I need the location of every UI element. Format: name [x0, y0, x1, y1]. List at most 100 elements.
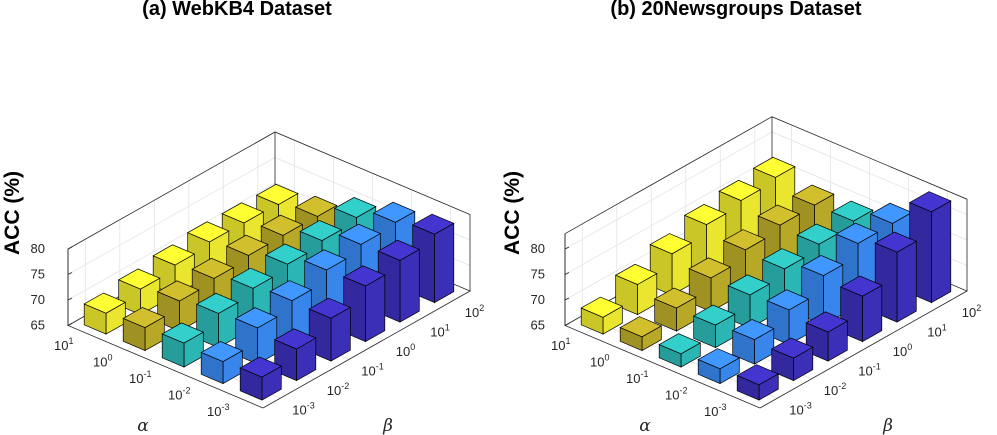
- bar-face-front: [399, 248, 420, 323]
- bar: [308, 297, 352, 362]
- z-tick-label: 70: [531, 292, 545, 307]
- bar-face-top: [653, 287, 697, 309]
- alpha-tick-label: 10-1: [129, 369, 151, 386]
- z-axis-label: ACC (%): [1, 171, 24, 255]
- bar-face-top: [239, 356, 283, 378]
- bar-face-top: [255, 183, 299, 205]
- z-tick-label: 70: [31, 292, 45, 307]
- alpha-tick-label: 10-2: [168, 385, 190, 402]
- bar-face-top: [658, 333, 702, 355]
- beta-axis-label: β: [882, 416, 893, 435]
- bar-face-top: [333, 197, 377, 218]
- beta-tick-label: 100: [396, 342, 415, 359]
- bars: [580, 156, 952, 401]
- bar-face-top: [294, 195, 338, 217]
- panel-20newsgroups: 65 70 75 80 10-3 10-2 10-1 100 101 10-3 10-2 10-1 10…: [501, 0, 981, 435]
- bar-face-top: [869, 202, 913, 224]
- bar-face-top: [264, 243, 308, 265]
- z-tick-mark: [564, 272, 570, 275]
- bar: [161, 322, 205, 368]
- bar: [658, 333, 702, 368]
- bar: [731, 319, 775, 365]
- bar-face-top: [766, 289, 810, 311]
- bar: [697, 348, 741, 385]
- beta-tick-label: 10-1: [858, 361, 880, 378]
- bar-face-top: [736, 364, 780, 386]
- bar-face-top: [342, 265, 386, 287]
- bar: [580, 296, 624, 335]
- bar-face-front: [896, 240, 917, 323]
- bar-face-top: [805, 311, 849, 333]
- z-tick-mark: [67, 246, 73, 250]
- beta-tick-label: 101: [927, 322, 946, 339]
- bar-face-top: [830, 200, 874, 222]
- bar: [908, 191, 952, 304]
- bar-face-top: [161, 322, 205, 344]
- bar-face-top: [186, 221, 230, 243]
- panel-webkb4: 65 70 75 80 10-3 10-2 10-1 100 101 10-3 10-2 10-1 10…: [1, 0, 484, 435]
- beta-tick-label: 101: [430, 322, 449, 339]
- bar: [692, 304, 736, 349]
- bar-face-top: [221, 202, 265, 224]
- bar-face-top: [697, 348, 741, 370]
- bar-face-top: [83, 292, 127, 314]
- beta-tick-label: 10-2: [327, 381, 349, 398]
- bar-face-top: [303, 249, 347, 271]
- bar-face-top: [273, 328, 317, 350]
- bar-face-top: [225, 234, 269, 256]
- bar-face-top: [731, 319, 775, 340]
- bar: [614, 263, 658, 316]
- bar-face-top: [195, 292, 239, 314]
- bar-face-top: [260, 214, 304, 236]
- bar: [736, 364, 780, 401]
- bar-face-front: [931, 200, 952, 304]
- bars: [83, 183, 455, 401]
- bar-face-top: [191, 257, 235, 279]
- beta-tick-label: 102: [465, 303, 484, 320]
- bar-face-top: [649, 233, 693, 255]
- z-tick-label: 80: [31, 241, 45, 256]
- bar-face-top: [122, 307, 166, 328]
- bar-face-top: [688, 257, 732, 279]
- bar-face-top: [411, 213, 455, 235]
- z-tick-label: 65: [531, 318, 545, 333]
- bar: [619, 316, 663, 352]
- beta-tick-label: 10-1: [361, 361, 383, 378]
- alpha-tick-label: 100: [93, 352, 112, 369]
- bar: [83, 292, 127, 335]
- bar-face-top: [683, 204, 727, 225]
- bar-face-top: [908, 191, 952, 213]
- z-tick-label: 65: [31, 318, 45, 333]
- chart-title: (a) WebKB4 Dataset: [142, 0, 332, 20]
- beta-tick-label: 10-3: [292, 400, 314, 417]
- bar: [200, 341, 244, 385]
- bar-face-top: [796, 223, 840, 245]
- bar: [653, 287, 697, 332]
- beta-tick-label: 10-2: [824, 381, 846, 398]
- chart-title: (b) 20Newsgroups Dataset: [610, 0, 862, 20]
- alpha-tick-label: 10-2: [665, 385, 687, 402]
- alpha-tick-label: 10-1: [626, 369, 648, 386]
- bar-face-top: [761, 248, 805, 270]
- beta-tick-label: 100: [893, 342, 912, 359]
- bar-face-top: [835, 222, 879, 244]
- bar-face-top: [308, 297, 352, 319]
- bar: [122, 307, 166, 352]
- z-tick-label: 75: [31, 267, 45, 282]
- bar: [770, 337, 814, 382]
- alpha-axis-label: α: [137, 416, 149, 435]
- bar-face-top: [614, 263, 658, 285]
- bar-face-top: [770, 337, 814, 359]
- bar-face-top: [839, 275, 883, 297]
- bar-face-top: [718, 179, 762, 201]
- bar-face-top: [619, 316, 663, 338]
- bar: [156, 280, 200, 332]
- bar-face-top: [800, 255, 844, 276]
- z-tick-mark: [67, 272, 73, 275]
- z-tick-mark: [67, 297, 73, 301]
- bar-face-top: [580, 296, 624, 318]
- z-tick-mark: [67, 323, 73, 326]
- alpha-tick-label: 10-3: [207, 402, 229, 419]
- bar-face-top: [757, 204, 801, 226]
